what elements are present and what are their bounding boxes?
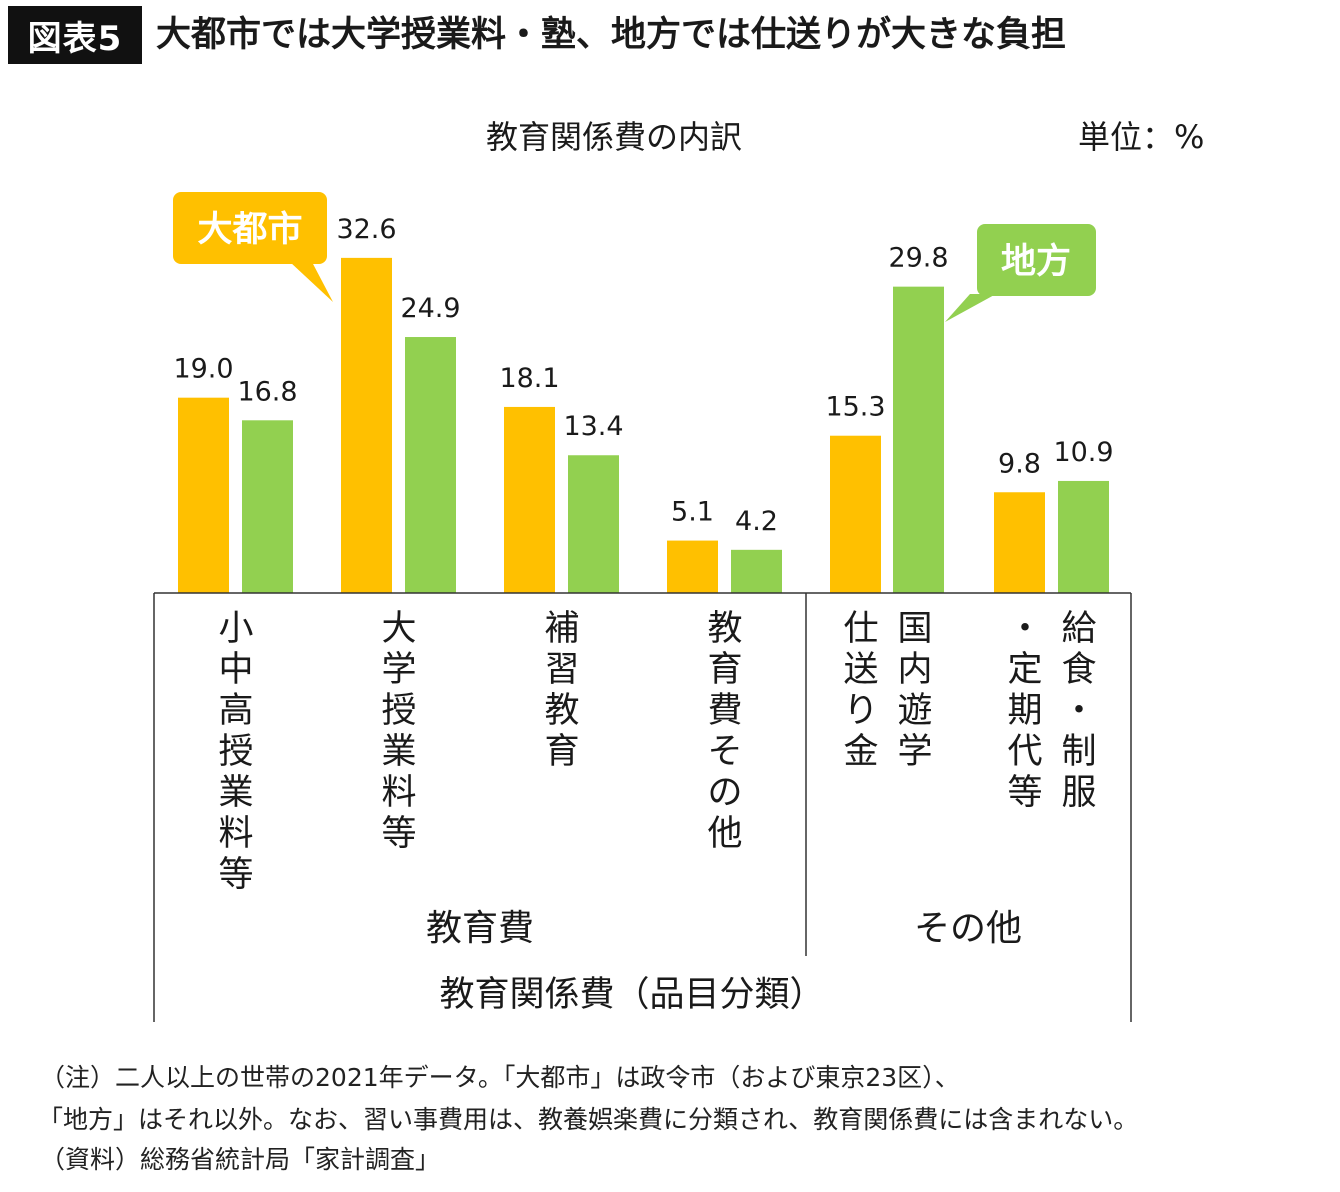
data-label: 19.0: [173, 354, 233, 385]
data-label: 18.1: [499, 363, 559, 394]
data-label: 32.6: [336, 214, 396, 245]
bar-regional-1: [405, 337, 456, 593]
page-title: 大都市では大学授業料・塾、地方では仕送りが大きな負担: [156, 15, 1067, 55]
category-label: 大学授業料等: [381, 609, 416, 854]
legend-callout-pointer: [945, 294, 996, 322]
unit-label: 単位：%: [1078, 118, 1205, 156]
bar-big-city-0: [178, 397, 229, 593]
category-label: ・定期代等: [1007, 609, 1042, 813]
data-label: 9.8: [998, 448, 1041, 479]
legend-callout-pointer: [290, 262, 333, 302]
category-label: 教育費その他: [707, 609, 742, 854]
x-axis-label: 教育関係費（品目分類）: [439, 975, 824, 1015]
bar-regional-6: [1058, 480, 1109, 593]
legend-callout-big-city: [173, 192, 327, 264]
group-label-education: 教育費: [426, 908, 534, 949]
bar-big-city-3: [667, 540, 718, 593]
data-label: 10.9: [1053, 437, 1113, 468]
data-label: 29.8: [888, 243, 948, 274]
category-label: 給食・制服: [1061, 609, 1096, 813]
bar-big-city-6: [994, 492, 1045, 593]
bar-big-city-1: [341, 257, 392, 593]
bar-regional-2: [568, 455, 619, 593]
data-label: 13.4: [563, 411, 623, 442]
footnote-3: （資料）総務省統計局「家計調査」: [40, 1145, 441, 1174]
data-label: 5.1: [671, 497, 714, 528]
data-label: 16.8: [237, 376, 297, 407]
group-label-other: その他: [914, 908, 1022, 949]
bar-big-city-2: [504, 406, 555, 593]
category-label: 小中高授業料等: [218, 609, 253, 895]
bar-regional-3: [731, 549, 782, 593]
footnote-2: 「地方」はそれ以外。なお、習い事費用は、教養娯楽費に分類され、教育関係費には含ま…: [38, 1105, 1139, 1134]
legend-label-big-city: 大都市: [197, 210, 302, 250]
legend-callout-regional: [977, 224, 1096, 296]
bar-big-city-4: [830, 435, 881, 593]
category-label: 仕送り金: [843, 609, 878, 772]
bar-regional-0: [242, 420, 293, 593]
category-label: 補習教育: [544, 609, 579, 772]
data-label: 24.9: [400, 293, 460, 324]
data-label: 15.3: [825, 392, 885, 423]
category-label: 国内遊学: [897, 609, 932, 772]
bar-regional-5: [893, 286, 944, 593]
legend-label-regional: 地方: [1001, 242, 1071, 282]
data-label: 4.2: [735, 506, 778, 537]
figure-label: 図表5: [8, 6, 142, 64]
footnote-1: （注）二人以上の世帯の2021年データ。「大都市」は政令市（および東京23区）、: [40, 1063, 960, 1092]
chart-title: 教育関係費の内訳: [486, 118, 743, 156]
